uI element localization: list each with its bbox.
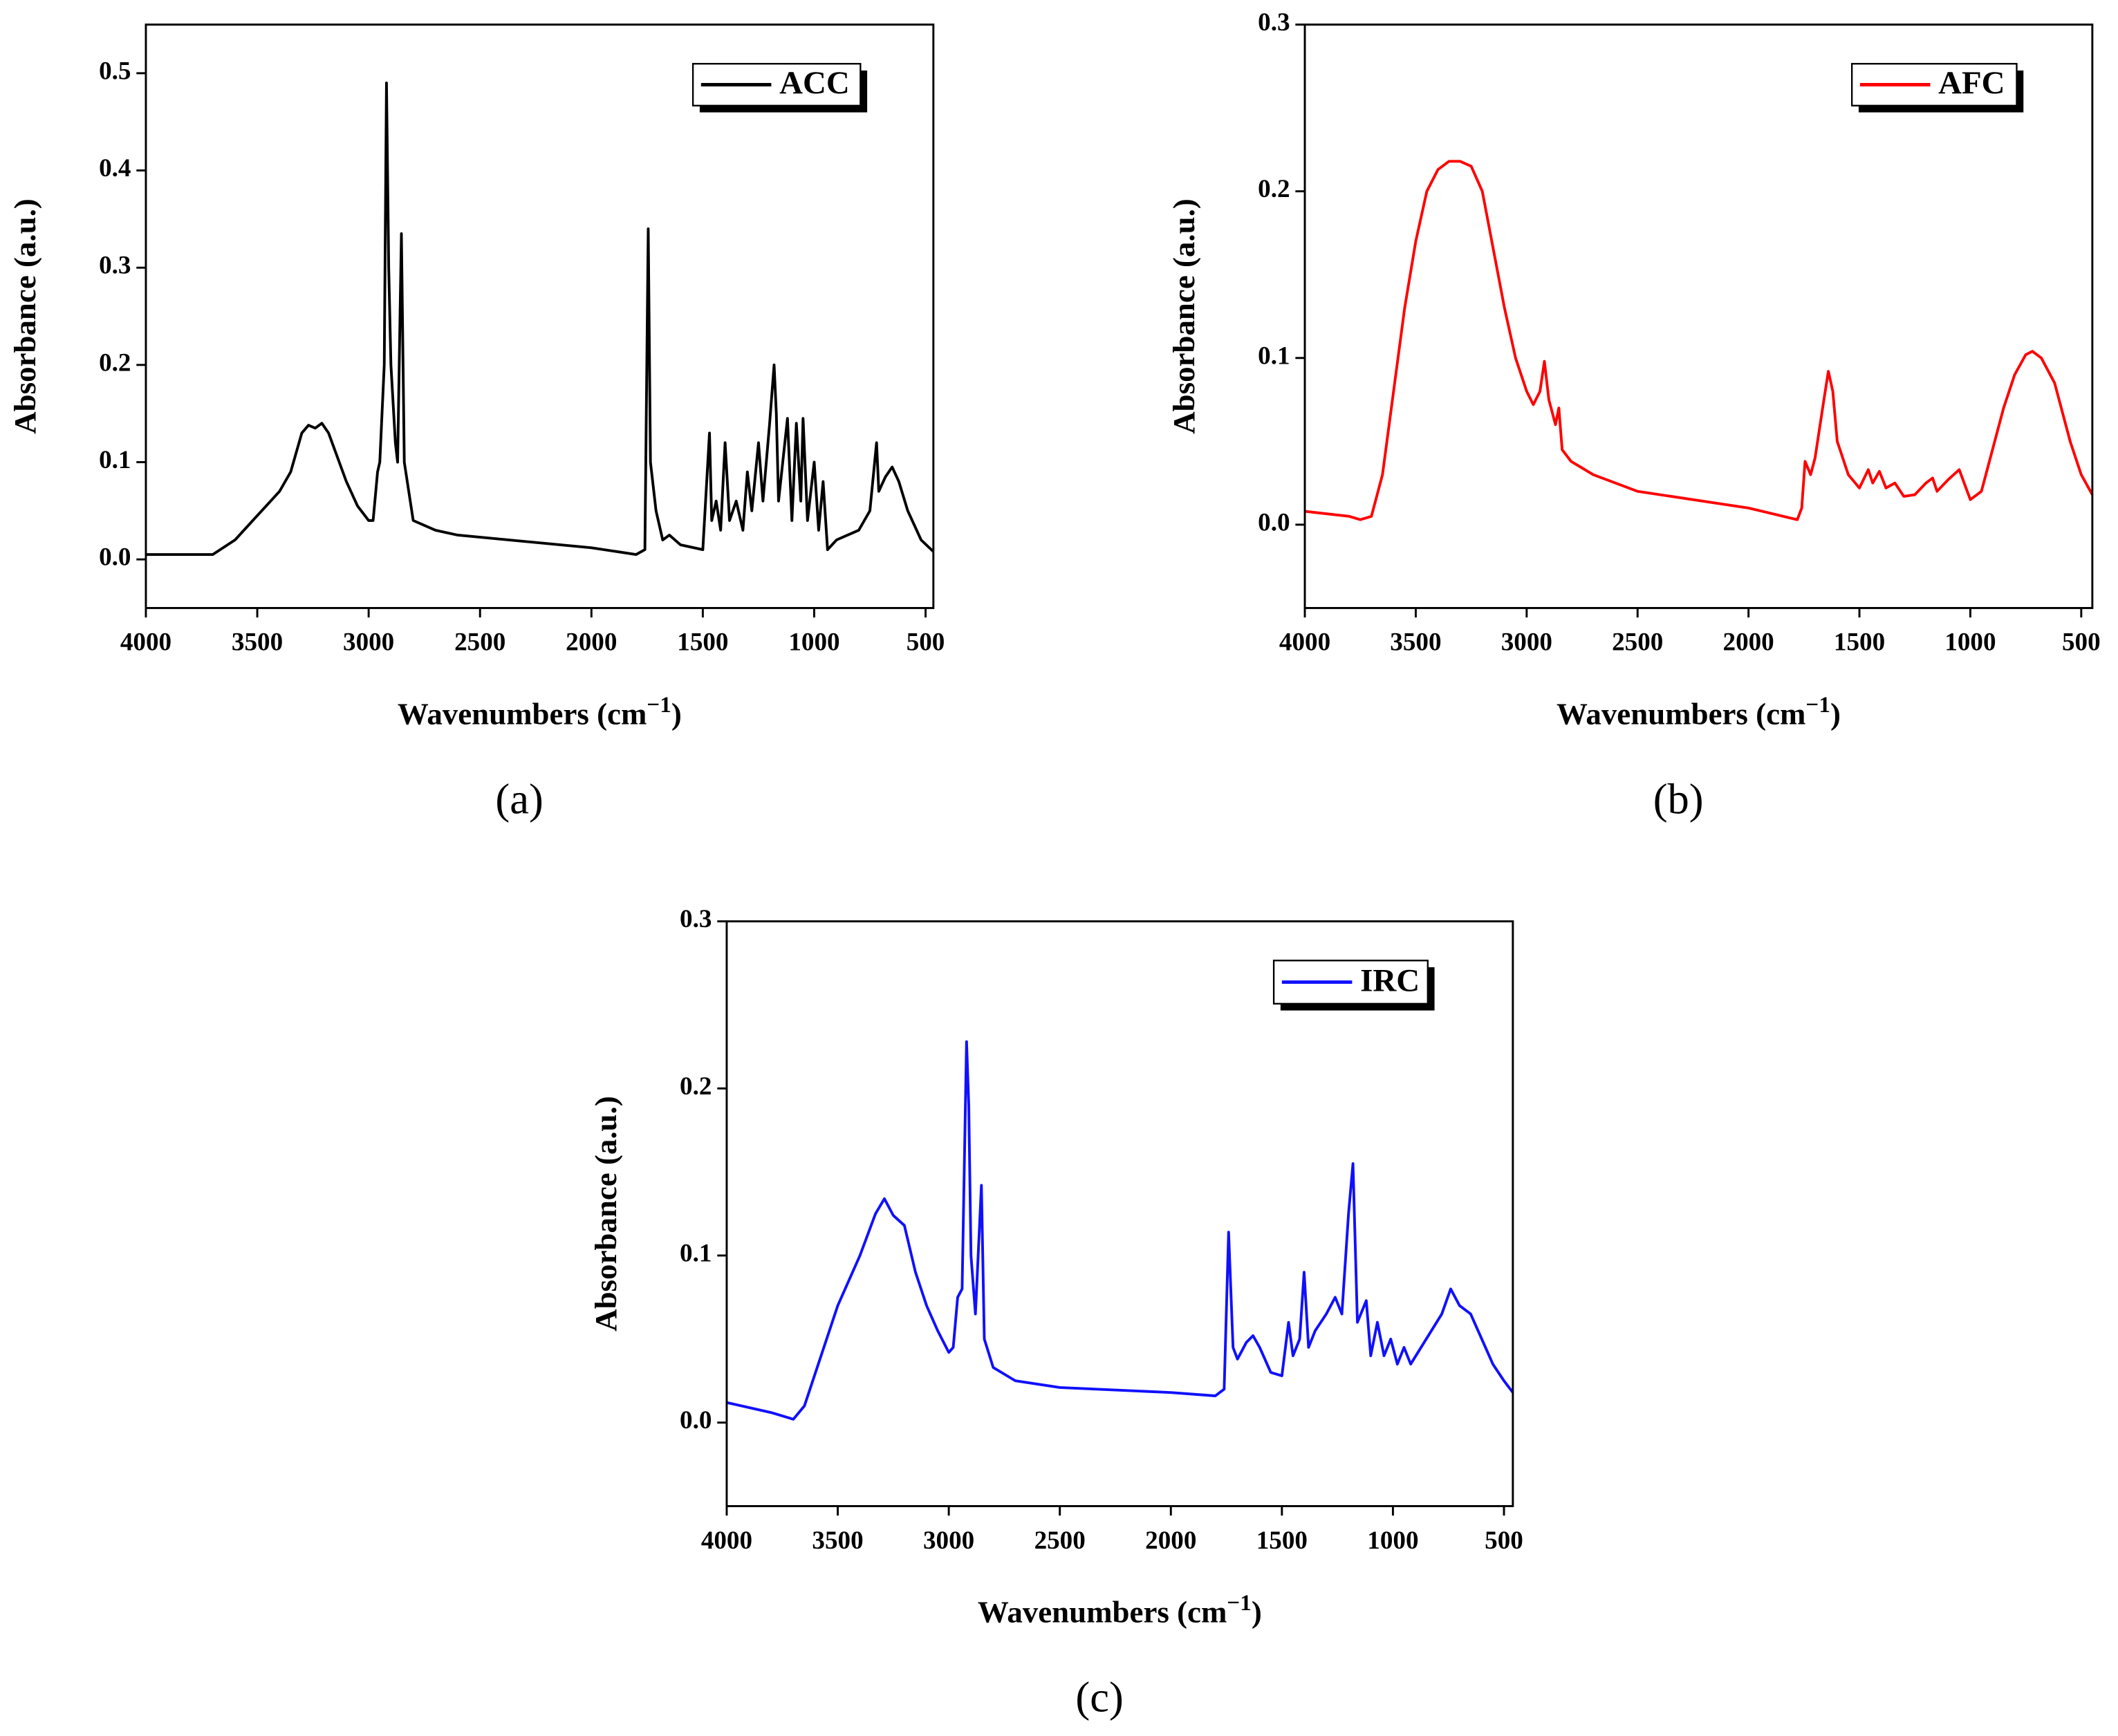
x-tick-label: 2500: [1034, 1527, 1086, 1555]
y-tick-label: 0.0: [1258, 508, 1290, 536]
x-axis-label-part: Wavenumbers (cm: [398, 696, 647, 731]
y-tick-label: 0.4: [99, 154, 131, 183]
y-tick-label: 0.1: [99, 446, 131, 474]
legend-label: ACC: [779, 65, 850, 101]
x-axis-label-part: −1: [647, 692, 671, 718]
chart-panel: 4000 3500 3000 2500 2000 1500 1000 500 0.0 0.1 0.2…: [1167, 8, 2101, 823]
x-tick-label: 2500: [454, 628, 505, 657]
panel-label: (a): [495, 774, 543, 823]
legend-label: AFC: [1938, 65, 2005, 101]
x-axis-label-part: ): [1830, 696, 1841, 731]
plot-frame: [145, 24, 935, 609]
y-tick-label: 0.3: [680, 905, 712, 933]
x-tick-label: 1000: [788, 628, 839, 657]
x-axis-label-part: Wavenumbers (cm: [1557, 696, 1805, 731]
chart-panel: 4000 3500 3000 2500 2000 1500 1000 500 0.0 0.1 0.2…: [588, 905, 1523, 1721]
spectrum-line: [1304, 160, 2094, 521]
x-axis-label-part: Wavenumbers (cm: [978, 1594, 1227, 1629]
plot-frame: [725, 920, 1514, 1507]
x-tick-label: 2500: [1612, 628, 1663, 657]
x-tick-label: 2000: [1723, 628, 1774, 657]
panel-label: (b): [1653, 774, 1704, 823]
chart-panel: 4000 3500 3000 2500 2000 1500 1000 500 0.0 0.1 0.2…: [8, 24, 945, 823]
x-tick-label: 1500: [677, 628, 728, 657]
y-tick-label: 0.2: [99, 348, 131, 377]
x-tick-label: 3500: [1390, 628, 1441, 657]
x-tick-label: 2000: [1145, 1527, 1196, 1555]
y-tick-label: 0.0: [99, 543, 131, 572]
x-tick-label: 3000: [1501, 628, 1552, 657]
x-axis-label: Wavenumbers (cm−1): [978, 1590, 1262, 1630]
panel-label: (c): [1075, 1672, 1123, 1721]
x-tick-label: 500: [907, 628, 945, 657]
y-tick-label: 0.1: [680, 1240, 712, 1268]
x-tick-label: 3500: [232, 628, 283, 657]
x-axis-label: Wavenumbers (cm−1): [398, 692, 682, 731]
x-tick-label: 2000: [566, 628, 617, 657]
x-tick-label: 3000: [343, 628, 394, 657]
x-tick-label: 500: [2062, 628, 2101, 657]
y-tick-label: 0.1: [1258, 342, 1290, 370]
x-tick-label: 4000: [1279, 628, 1330, 657]
x-axis-label: Wavenumbers (cm−1): [1557, 692, 1841, 731]
y-tick-label: 0.0: [680, 1406, 712, 1435]
x-tick-label: 4000: [120, 628, 171, 657]
y-tick-label: 0.2: [1258, 175, 1290, 203]
x-tick-label: 1000: [1944, 628, 1996, 657]
legend-label: IRC: [1360, 962, 1420, 998]
plot-frame: [1303, 24, 2094, 609]
x-axis-label-part: ): [1252, 1594, 1262, 1629]
x-tick-label: 1000: [1367, 1527, 1418, 1555]
y-axis-label: Absorbance (a.u.): [1167, 198, 1201, 434]
spectrum-line: [145, 82, 935, 557]
y-tick-label: 0.2: [680, 1072, 712, 1101]
x-tick-label: 3500: [812, 1527, 863, 1555]
x-tick-label: 1500: [1834, 628, 1885, 657]
x-tick-label: 4000: [701, 1527, 752, 1555]
y-tick-label: 0.5: [99, 57, 131, 85]
y-tick-label: 0.3: [99, 252, 131, 280]
x-tick-label: 500: [1485, 1527, 1523, 1555]
y-tick-label: 0.3: [1258, 8, 1290, 37]
x-axis-label-part: −1: [1805, 692, 1830, 718]
y-axis-label: Absorbance (a.u.): [588, 1096, 623, 1332]
x-axis-label-part: −1: [1227, 1590, 1252, 1616]
x-tick-label: 1500: [1256, 1527, 1308, 1555]
y-axis-label: Absorbance (a.u.): [8, 198, 42, 434]
spectrum-line: [726, 1040, 1514, 1421]
x-tick-label: 3000: [923, 1527, 974, 1555]
x-axis-label-part: ): [671, 696, 682, 731]
